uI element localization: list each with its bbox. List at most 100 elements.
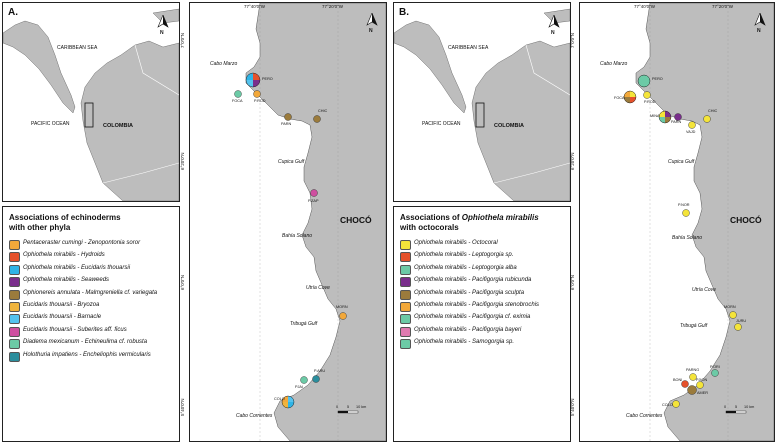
legend-swatch	[400, 314, 411, 325]
legend-swatch	[9, 264, 20, 275]
panel-a-main-map: 77°40'0"W 77°20'0"W N Cabo Marzo Cupica …	[189, 2, 387, 442]
site-label-parn: PARN	[281, 122, 292, 126]
legend-b-title-italic: Ophiothela mirabilis	[461, 213, 539, 222]
site-foca-marker	[623, 90, 637, 104]
site-label-colo: COLO	[274, 397, 285, 401]
legend-b-title-line2: with octocorals	[400, 223, 459, 232]
b-legend-item: Ophiothela mirabilis - Leptogorgia alba	[400, 264, 570, 276]
inset-a-caribbean-label: CARIBBEAN SEA	[57, 45, 98, 51]
north-arrow-icon	[754, 13, 766, 26]
a-legend-item: Eucidaris thouarsii - Bryozoa	[9, 301, 179, 313]
legend-b-items: Ophiothela mirabilis - Octocoral Ophiothe…	[394, 239, 570, 351]
legend-swatch	[9, 339, 20, 350]
legend-label: Diadema mexicanum - Echineulima cf. robu…	[23, 339, 148, 346]
site-boni-marker	[681, 380, 689, 388]
site-label-morn: MORN	[724, 305, 736, 309]
place-bahia-solano: Bahía Solano	[282, 233, 313, 239]
study-area-box	[84, 102, 94, 128]
legend-label: Ophiothela mirabilis - Pacifigorgia scul…	[414, 289, 525, 296]
north-arrow-icon	[366, 13, 378, 26]
site-label-morn: MORN	[336, 305, 348, 309]
inset-b-north-label: N	[551, 30, 555, 36]
region-choco-label: CHOCÓ	[340, 215, 372, 225]
site-label-pjai: PJAI	[295, 385, 304, 389]
legend-label: Ophiothela mirabilis - Pacifigorgia baye…	[414, 326, 522, 333]
panel-a-legend: Associations of echinoderms with other p…	[2, 206, 180, 442]
a-legend-item: Eucidaris thouarsii - Suberites aff. fic…	[9, 326, 179, 338]
legend-swatch	[400, 264, 411, 275]
legend-label: Ophiothela mirabilis - Pacifigorgia cf. …	[414, 314, 531, 321]
place-cabo-marzo: Cabo Marzo	[210, 61, 238, 67]
legend-a-items: Pentaceraster cumingi - Zenopontonia sor…	[3, 239, 179, 363]
legend-label: Ophiothela mirabilis - Leptogorgia sp.	[414, 252, 514, 259]
site-colo-marker	[281, 395, 295, 409]
panel-b-letter: B.	[399, 7, 409, 18]
north-arrow-icon	[157, 15, 169, 28]
site-label-boni: BONI	[673, 378, 683, 382]
scale-label-5: 5	[347, 405, 350, 409]
legend-swatch	[9, 240, 20, 250]
place-cabo-corrientes: Cabo Corrientes	[236, 413, 273, 419]
a-legend-item: Ophiothela mirabilis - Hydroids	[9, 251, 179, 263]
main-b-coord-top-1: 77°40'0"W	[634, 4, 656, 9]
legend-label: Ophiothela mirabilis - Seaweeds	[23, 277, 110, 284]
legend-b-title-plain: Associations of	[400, 213, 462, 222]
a-legend-item: Ophiothela mirabilis - Eucidaris thouars…	[9, 264, 179, 276]
scale-label-0: 0	[724, 405, 727, 409]
legend-swatch	[400, 277, 411, 288]
legend-swatch	[400, 326, 411, 337]
legend-swatch	[9, 277, 20, 288]
legend-swatch	[9, 252, 20, 263]
site-label-foca: FOCA	[614, 96, 625, 100]
site-morn-marker	[729, 311, 737, 319]
site-juru-marker	[734, 323, 742, 331]
site-pjai-marker	[300, 376, 308, 384]
legend-swatch	[400, 252, 411, 263]
study-area-box	[475, 102, 485, 128]
legend-label: Ophiothela mirabilis - Octocoral	[414, 240, 498, 246]
panel-b-legend: Associations of Ophiothela mirabilis wit…	[393, 206, 571, 442]
b-legend-item: Ophiothela mirabilis - Pacifigorgia rubi…	[400, 276, 570, 288]
legend-label: Holothuria impatiens - Encheliophis verm…	[23, 351, 151, 358]
site-foca-marker	[234, 90, 242, 98]
site-label-amer: AMER	[697, 391, 708, 395]
inset-b-country-label: COLOMBIA	[494, 123, 524, 129]
site-label-chic: CHIC	[318, 109, 328, 113]
main-b-north-label: N	[757, 28, 761, 34]
site-label-pjion: PJION	[696, 378, 708, 382]
site-label-colo: COLO	[662, 403, 673, 407]
a-legend-item: Ophiothela mirabilis - Seaweeds	[9, 276, 179, 288]
north-arrow-icon	[548, 15, 560, 28]
site-label-foca: FOCA	[232, 99, 243, 103]
legend-label: Ophiothela mirabilis - Eucidaris thouars…	[23, 264, 131, 271]
site-pnor-marker	[682, 209, 690, 217]
site-label-vajd: VAJD	[686, 130, 696, 134]
site-label-pori: P.ORI	[710, 365, 720, 369]
site-label-parn: PARN	[671, 120, 682, 124]
site-chic-marker	[313, 115, 321, 123]
place-cabo-marzo: Cabo Marzo	[600, 61, 628, 67]
region-choco-label: CHOCÓ	[730, 215, 762, 225]
inset-a-north-label: N	[160, 30, 164, 36]
panel-b-main-map: 77°40'0"W 77°20'0"W N Cabo Marzo Cupica …	[579, 2, 775, 442]
main-b-coord-side-2: 6°20'0"N	[570, 152, 575, 170]
legend-label: Eucidaris thouarsii - Bryozoa	[23, 301, 100, 308]
site-vajd-marker	[688, 121, 696, 129]
legend-swatch	[400, 339, 411, 350]
site-label-prod: P.ROD	[254, 99, 266, 103]
site-chic-marker	[703, 115, 711, 123]
main-b-coord-side-1: 7°0'0"N	[570, 32, 575, 48]
inset-b-pacific-label: PACIFIC OCEAN	[422, 121, 461, 127]
legend-swatch	[9, 289, 20, 300]
b-legend-item: Ophiothela mirabilis - Pacifigorgia cf. …	[400, 313, 570, 325]
site-label-mina: MINA	[650, 114, 660, 118]
site-prod-marker	[253, 90, 261, 98]
a-legend-item: Eucidaris thouarsii - Barnacle	[9, 313, 179, 325]
site-amer-marker	[687, 385, 697, 395]
b-legend-item: Ophiothela mirabilis - Leptogorgia sp.	[400, 251, 570, 263]
site-colo-marker	[672, 400, 680, 408]
main-a-coord-side-2: 6°20'0"N	[180, 152, 185, 170]
scale-label-5: 5	[735, 405, 738, 409]
legend-swatch	[9, 326, 20, 337]
site-label-juru: JURU	[736, 319, 747, 323]
